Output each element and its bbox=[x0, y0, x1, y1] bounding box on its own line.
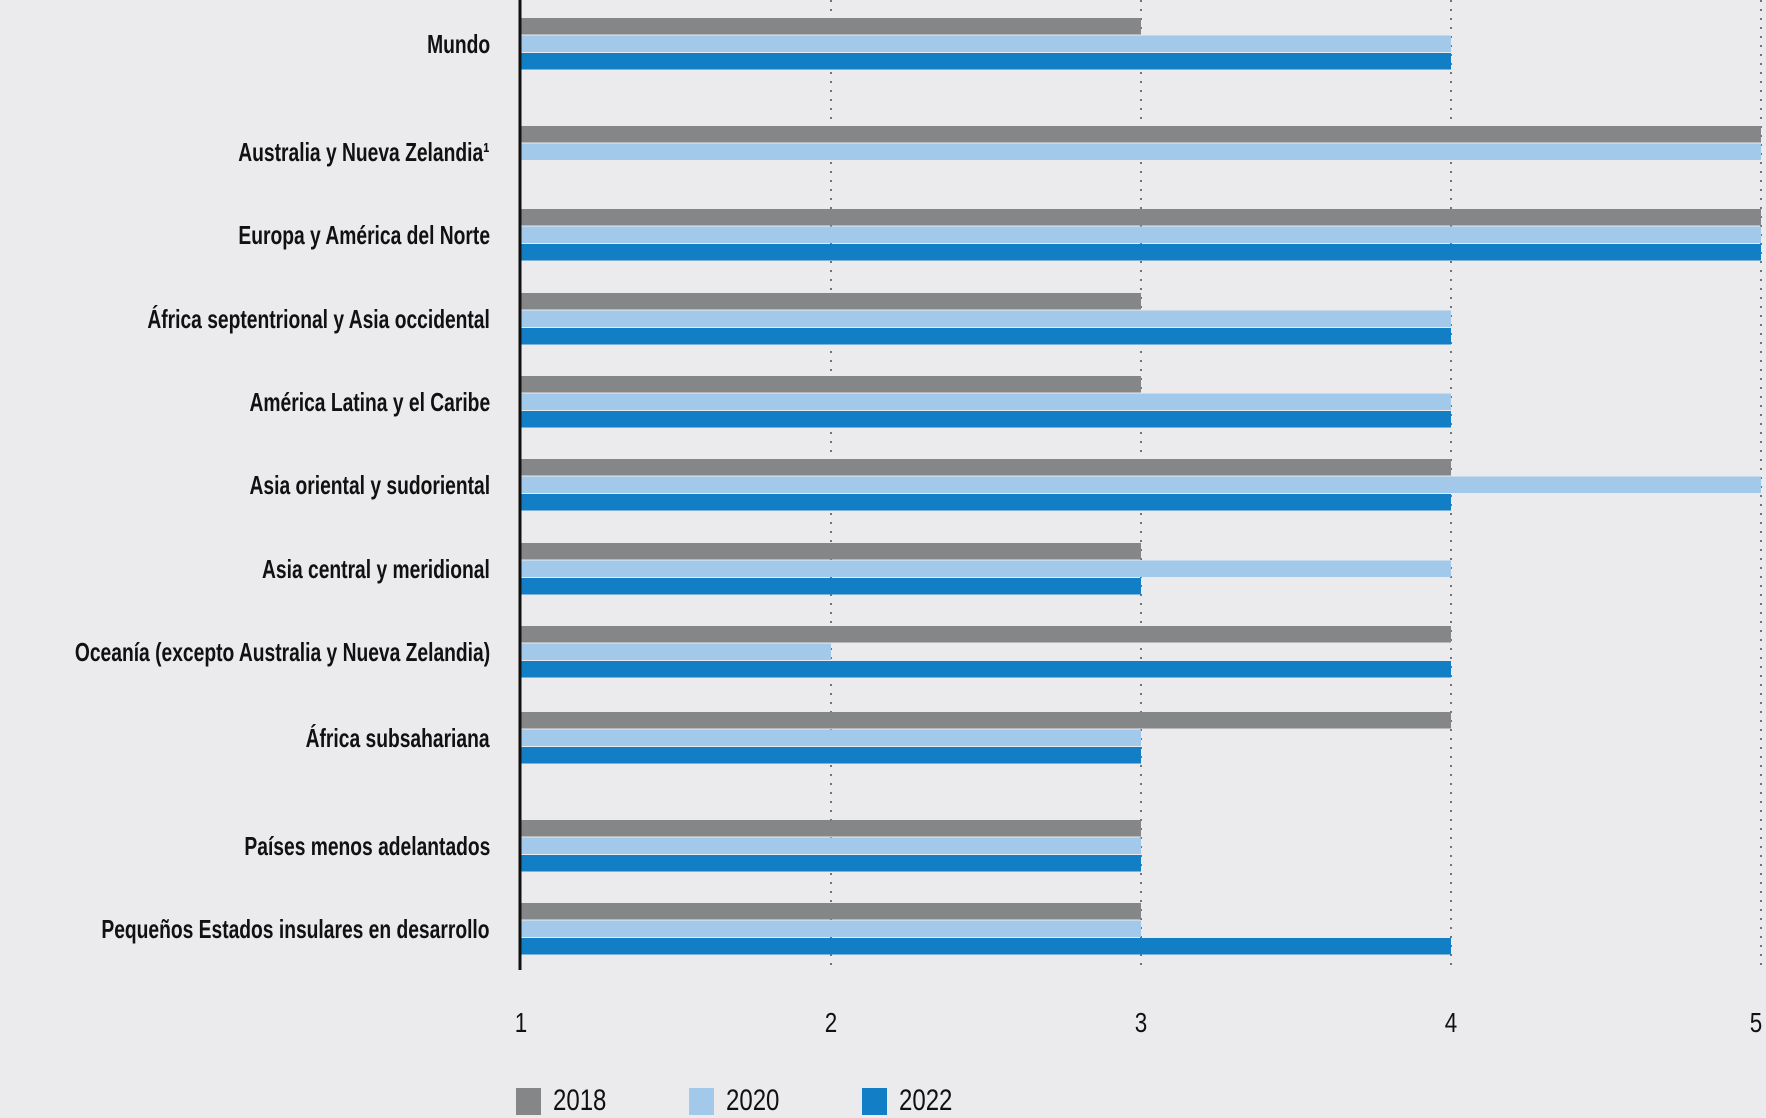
bar-2022 bbox=[521, 411, 1451, 428]
category-label: Mundo bbox=[426, 29, 490, 59]
bar-2020 bbox=[521, 393, 1451, 410]
bar-2020 bbox=[521, 310, 1451, 327]
bar-2018 bbox=[521, 712, 1451, 729]
bar-2020 bbox=[521, 920, 1141, 937]
bar-2020 bbox=[521, 643, 831, 660]
bar-2018 bbox=[521, 18, 1141, 35]
bar-2022 bbox=[521, 53, 1451, 70]
bar-2020 bbox=[521, 837, 1141, 854]
bar-2020 bbox=[521, 35, 1451, 52]
category-label: Pequeños Estados insulares en desarrollo bbox=[101, 914, 490, 944]
category-label: Australia y Nueva Zelandia¹ bbox=[238, 137, 490, 167]
legend-item-2018: 2018 bbox=[516, 1084, 689, 1118]
legend-swatch bbox=[862, 1087, 887, 1115]
category-label: Países menos adelantados bbox=[244, 831, 490, 861]
bar-2020 bbox=[521, 476, 1761, 493]
bar-2018 bbox=[521, 903, 1141, 920]
bar-2018 bbox=[521, 126, 1761, 143]
bar-2018 bbox=[521, 459, 1451, 476]
category-label: África subsahariana bbox=[306, 723, 490, 753]
category-label: Asia oriental y sudoriental bbox=[249, 470, 490, 500]
x-tick-label: 1 bbox=[514, 1007, 528, 1038]
bar-2020 bbox=[521, 560, 1451, 577]
bar-2022 bbox=[521, 328, 1451, 345]
x-tick-label: 5 bbox=[1749, 1007, 1763, 1038]
bar-2020 bbox=[521, 729, 1141, 746]
category-label: América Latina y el Caribe bbox=[249, 387, 490, 417]
legend-item-2020: 2020 bbox=[689, 1084, 862, 1118]
legend: 2018 2020 2022 bbox=[516, 1084, 1035, 1118]
legend-label: 2018 bbox=[553, 1084, 607, 1117]
legend-item-2022: 2022 bbox=[862, 1084, 1035, 1118]
legend-label: 2020 bbox=[726, 1084, 780, 1117]
bar-2018 bbox=[521, 293, 1141, 310]
category-label: Asia central y meridional bbox=[262, 554, 490, 584]
category-label: África septentrional y Asia occidental bbox=[147, 304, 490, 334]
bar-2018 bbox=[521, 209, 1761, 226]
legend-swatch bbox=[516, 1087, 541, 1115]
x-tick-label: 2 bbox=[824, 1007, 838, 1038]
bar-2022 bbox=[521, 578, 1141, 595]
bar-2018 bbox=[521, 820, 1141, 837]
bar-2022 bbox=[521, 855, 1141, 872]
category-label: Europa y América del Norte bbox=[238, 220, 490, 250]
bar-2018 bbox=[521, 543, 1141, 560]
bar-2018 bbox=[521, 376, 1141, 393]
legend-label: 2022 bbox=[899, 1084, 953, 1117]
bar-2022 bbox=[521, 661, 1451, 678]
bar-2020 bbox=[521, 226, 1761, 243]
bar-2022 bbox=[521, 938, 1451, 955]
bar-2022 bbox=[521, 494, 1451, 511]
bar-2022 bbox=[521, 244, 1761, 261]
bar-2018 bbox=[521, 626, 1451, 643]
bar-2022 bbox=[521, 747, 1141, 764]
x-tick-label: 4 bbox=[1444, 1007, 1458, 1038]
x-tick-label: 3 bbox=[1134, 1007, 1148, 1038]
legend-swatch bbox=[689, 1087, 714, 1115]
category-label: Oceanía (excepto Australia y Nueva Zelan… bbox=[74, 637, 490, 667]
bar-2020 bbox=[521, 143, 1761, 160]
